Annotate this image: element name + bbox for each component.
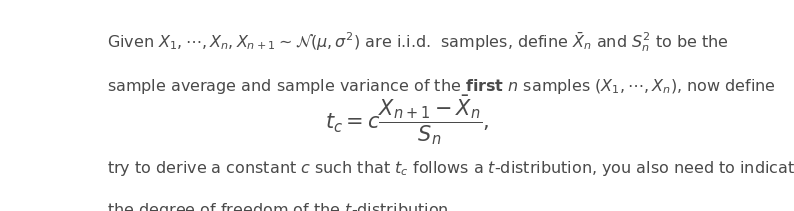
Text: $t_c = c\dfrac{X_{n+1} - \bar{X}_n}{S_n},$: $t_c = c\dfrac{X_{n+1} - \bar{X}_n}{S_n}… [325, 93, 489, 146]
Text: sample average and sample variance of the $\mathbf{first}$ $n$ samples $(X_1, \c: sample average and sample variance of th… [107, 77, 777, 96]
Text: Given $X_1, \cdots, X_n, X_{n+1} \sim \mathcal{N}(\mu, \sigma^2)$ are i.i.d.  sa: Given $X_1, \cdots, X_n, X_{n+1} \sim \m… [107, 30, 729, 54]
Text: try to derive a constant $c$ such that $t_c$ follows a $t$-distribution, you als: try to derive a constant $c$ such that $… [107, 158, 794, 177]
Text: the degree of freedom of the $t$-distribution.: the degree of freedom of the $t$-distrib… [107, 201, 453, 211]
